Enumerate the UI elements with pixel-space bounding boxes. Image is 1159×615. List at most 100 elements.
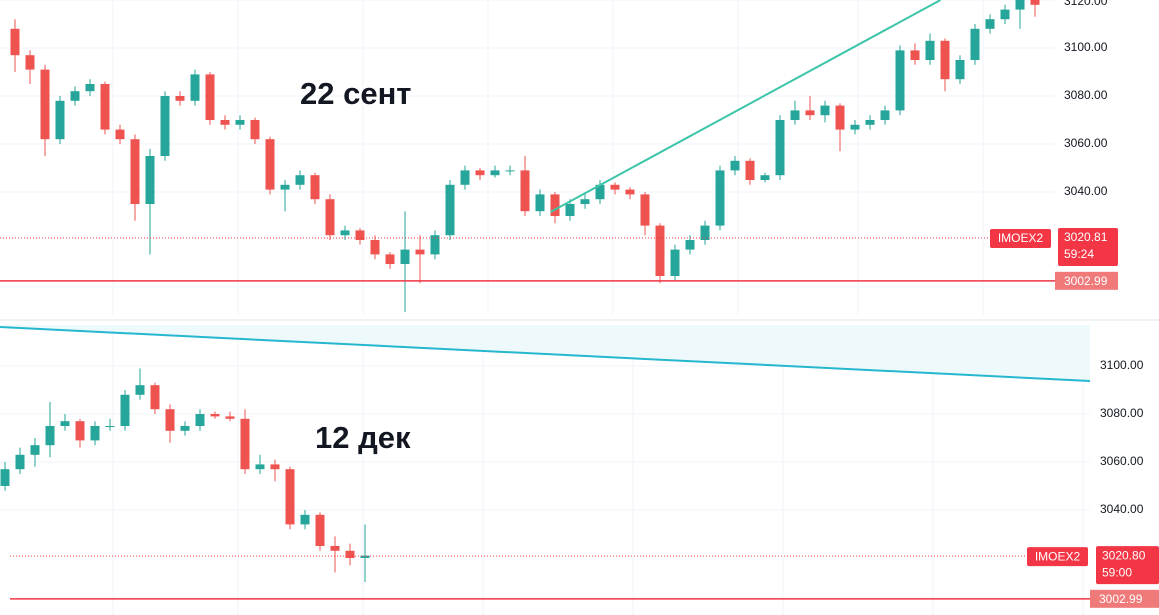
candle-body [270, 464, 280, 470]
candle-body [160, 96, 170, 156]
candle-body [415, 249, 425, 255]
candle-body [760, 175, 770, 180]
y-tick-label: 3080.00 [1064, 88, 1108, 102]
candle-body [970, 28, 980, 60]
candle-body [580, 199, 590, 204]
y-tick-label: 3100.00 [1064, 40, 1108, 54]
candle-body [895, 50, 905, 111]
candle-body [190, 74, 200, 101]
y-tick-label: 3060.00 [1100, 454, 1144, 468]
candle-body [130, 139, 140, 204]
price-tag-name: IMOEX2 [998, 231, 1044, 245]
candle-body [670, 249, 680, 276]
candle-body [1000, 9, 1010, 20]
candle-body [325, 199, 335, 236]
candle-body [85, 84, 95, 92]
candle-body [445, 184, 455, 236]
candle-body [490, 170, 500, 176]
annotation: 12 дек [315, 420, 411, 455]
level-value: 3002.99 [1064, 274, 1108, 288]
candle-body [700, 225, 710, 240]
candle-body [180, 425, 190, 431]
candle-body [955, 60, 965, 80]
candle-body [15, 454, 25, 470]
candle-body [535, 194, 545, 212]
candle-body [280, 184, 290, 190]
candle-body [550, 194, 560, 216]
price-tag-name: IMOEX2 [1035, 549, 1081, 563]
candle-body [295, 175, 305, 185]
candle-body [565, 204, 575, 216]
candle-body [135, 385, 145, 395]
candle-body [520, 170, 530, 212]
candle-body [775, 120, 785, 176]
candle-body [310, 175, 320, 200]
price-countdown: 59:00 [1102, 565, 1132, 579]
candle-body [100, 84, 110, 130]
price-tag-bg [990, 229, 1051, 249]
level-tag-bg [1055, 271, 1118, 290]
candle-body [195, 413, 205, 426]
candle-body [150, 385, 160, 410]
candle-body [1015, 0, 1025, 10]
candle-body [265, 139, 275, 190]
y-tick-label: 3080.00 [1100, 406, 1144, 420]
candle-body [400, 249, 410, 264]
trendline [550, 0, 941, 213]
candle-body [370, 240, 380, 255]
y-tick-label: 3040.00 [1064, 184, 1108, 198]
candle-body [10, 28, 20, 56]
candle-body [105, 425, 115, 427]
y-tick-label: 3120.00 [1064, 0, 1108, 8]
candle-body [210, 413, 220, 417]
candle-body [745, 160, 755, 180]
candle-body [835, 105, 845, 130]
candle-body [355, 230, 365, 240]
candle-body [505, 170, 515, 172]
candle-body [865, 120, 875, 125]
candle-body [1030, 0, 1040, 5]
candle-body [985, 19, 995, 29]
candle-body [175, 96, 185, 101]
level-value: 3002.99 [1099, 592, 1143, 606]
candle-body [940, 40, 950, 80]
candle-body [70, 91, 80, 101]
candle-body [285, 469, 295, 525]
candle-body [300, 514, 310, 525]
candle-body [655, 225, 665, 276]
candle-body [880, 110, 890, 120]
candle-body [850, 124, 860, 130]
plot [0, 325, 1090, 582]
candle-body [60, 421, 70, 426]
candle-body [430, 235, 440, 255]
candle-body [30, 445, 40, 455]
candle-body [625, 189, 635, 195]
candle-body [240, 418, 250, 470]
y-tick-label: 3040.00 [1100, 502, 1144, 516]
candle-body [610, 184, 620, 190]
candle-body [820, 105, 830, 116]
candle-body [120, 394, 130, 426]
candle-body [0, 469, 10, 486]
y-tick-label: 3100.00 [1100, 358, 1144, 372]
price-value-bg [1058, 228, 1118, 267]
candle-body [805, 110, 815, 116]
candle-body [685, 240, 695, 250]
candle-body [340, 230, 350, 236]
trendline [0, 325, 1090, 382]
candle-body [255, 464, 265, 470]
candle-body [385, 254, 395, 264]
annotation: 22 сент [300, 76, 411, 111]
vertical-grid [112, 0, 1084, 615]
candle-body [145, 156, 155, 204]
candle-body [250, 120, 260, 140]
candle-body [75, 421, 85, 441]
candle-body [595, 184, 605, 200]
price-value: 3020.81 [1064, 230, 1108, 244]
candle-body [225, 416, 235, 419]
candle-body [45, 425, 55, 446]
candle-body [40, 69, 50, 140]
candle-body [315, 514, 325, 546]
